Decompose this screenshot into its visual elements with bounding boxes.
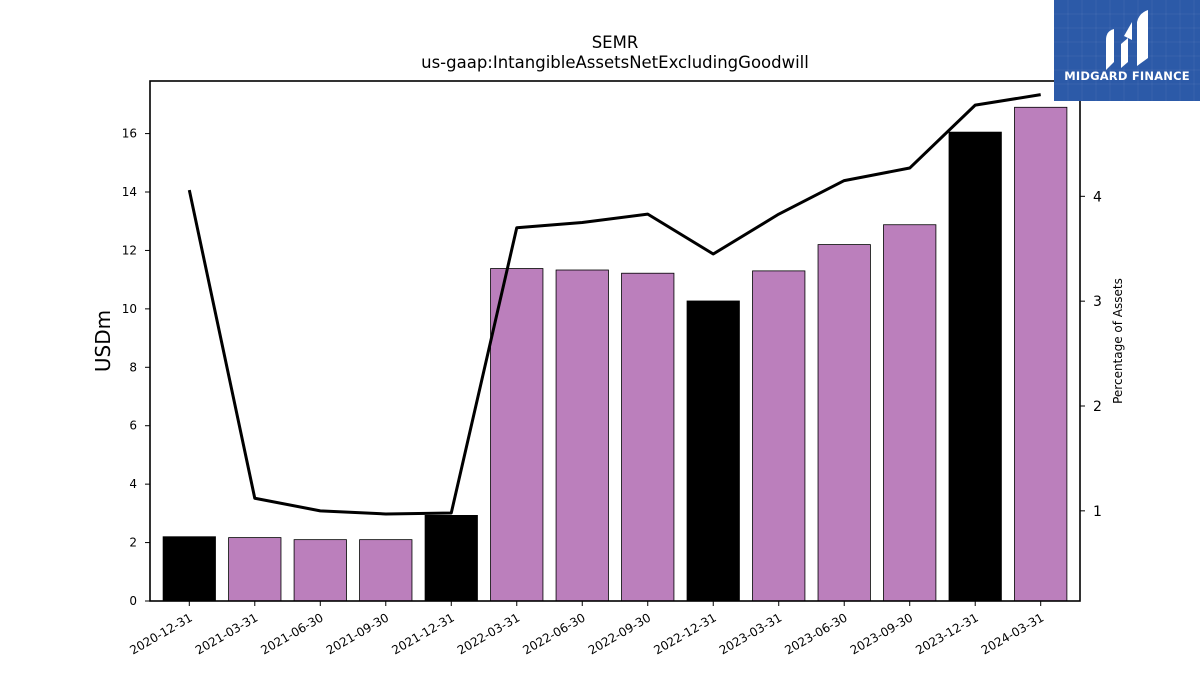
logo-mark-icon [1054,0,1200,101]
x-tick-label: 2022-03-31 [455,610,522,657]
bars-layer [162,106,1068,602]
y2-tick-label: 1 [1093,504,1102,520]
x-tick-label: 2022-09-30 [586,610,653,657]
y-tick-label: 8 [129,360,137,374]
y-tick-label: 14 [122,185,137,199]
bar-2020-12-31 [162,536,216,602]
y-axis-label: USDm [91,310,115,372]
line-layer [187,93,1041,516]
bar-2022-09-30 [621,272,675,602]
y2-tick-label: 3 [1093,294,1102,310]
x-tick-label: 2020-12-31 [127,610,194,657]
y2-tick-label: 4 [1093,189,1102,205]
bar-2021-12-31 [424,515,478,602]
logo-brand-text: MIDGARD FINANCE [1064,69,1190,83]
x-tick-label: 2023-03-31 [717,610,784,657]
bar-2022-03-31 [490,268,544,602]
x-tick-label: 2022-12-31 [651,610,718,657]
y-tick-label: 2 [129,536,137,550]
bar-2023-09-30 [883,224,937,602]
brand-logo: MIDGARD FINANCE [1054,0,1200,101]
y2-axis-label: Percentage of Assets [1111,278,1125,404]
x-tick-label: 2021-12-31 [389,610,456,657]
x-tick-label: 2023-09-30 [848,610,915,657]
bar-2023-03-31 [752,270,806,602]
bar-2023-06-30 [817,244,871,602]
x-tick-label: 2022-06-30 [520,610,587,657]
y-tick-label: 12 [122,243,137,257]
chart-subtitle: us-gaap:IntangibleAssetsNetExcludingGood… [421,53,809,72]
x-tick-label: 2023-06-30 [782,610,849,657]
y-tick-label: 6 [129,419,137,433]
bar-2023-12-31 [948,131,1002,602]
y-tick-label: 0 [129,594,137,608]
y2-tick-label: 2 [1093,399,1102,415]
bar-2021-03-31 [228,537,282,602]
bar-2022-12-31 [686,300,740,602]
bar-2024-03-31 [1014,106,1068,602]
percentage-line [187,93,1041,516]
plot-frame [149,80,1081,602]
x-tick-label: 2023-12-31 [913,610,980,657]
x-tick-label: 2021-09-30 [324,610,391,657]
y-tick-label: 10 [122,302,137,316]
bar-2021-09-30 [359,539,413,602]
chart-title: SEMR [592,33,639,52]
x-tick-label: 2021-03-31 [193,610,260,657]
x-tick-label: 2021-06-30 [258,610,325,657]
bar-2021-06-30 [293,539,347,602]
y-tick-label: 16 [122,127,137,141]
x-tick-label: 2024-03-31 [979,610,1046,657]
y-tick-label: 4 [129,477,137,491]
bar-2022-06-30 [555,269,609,602]
